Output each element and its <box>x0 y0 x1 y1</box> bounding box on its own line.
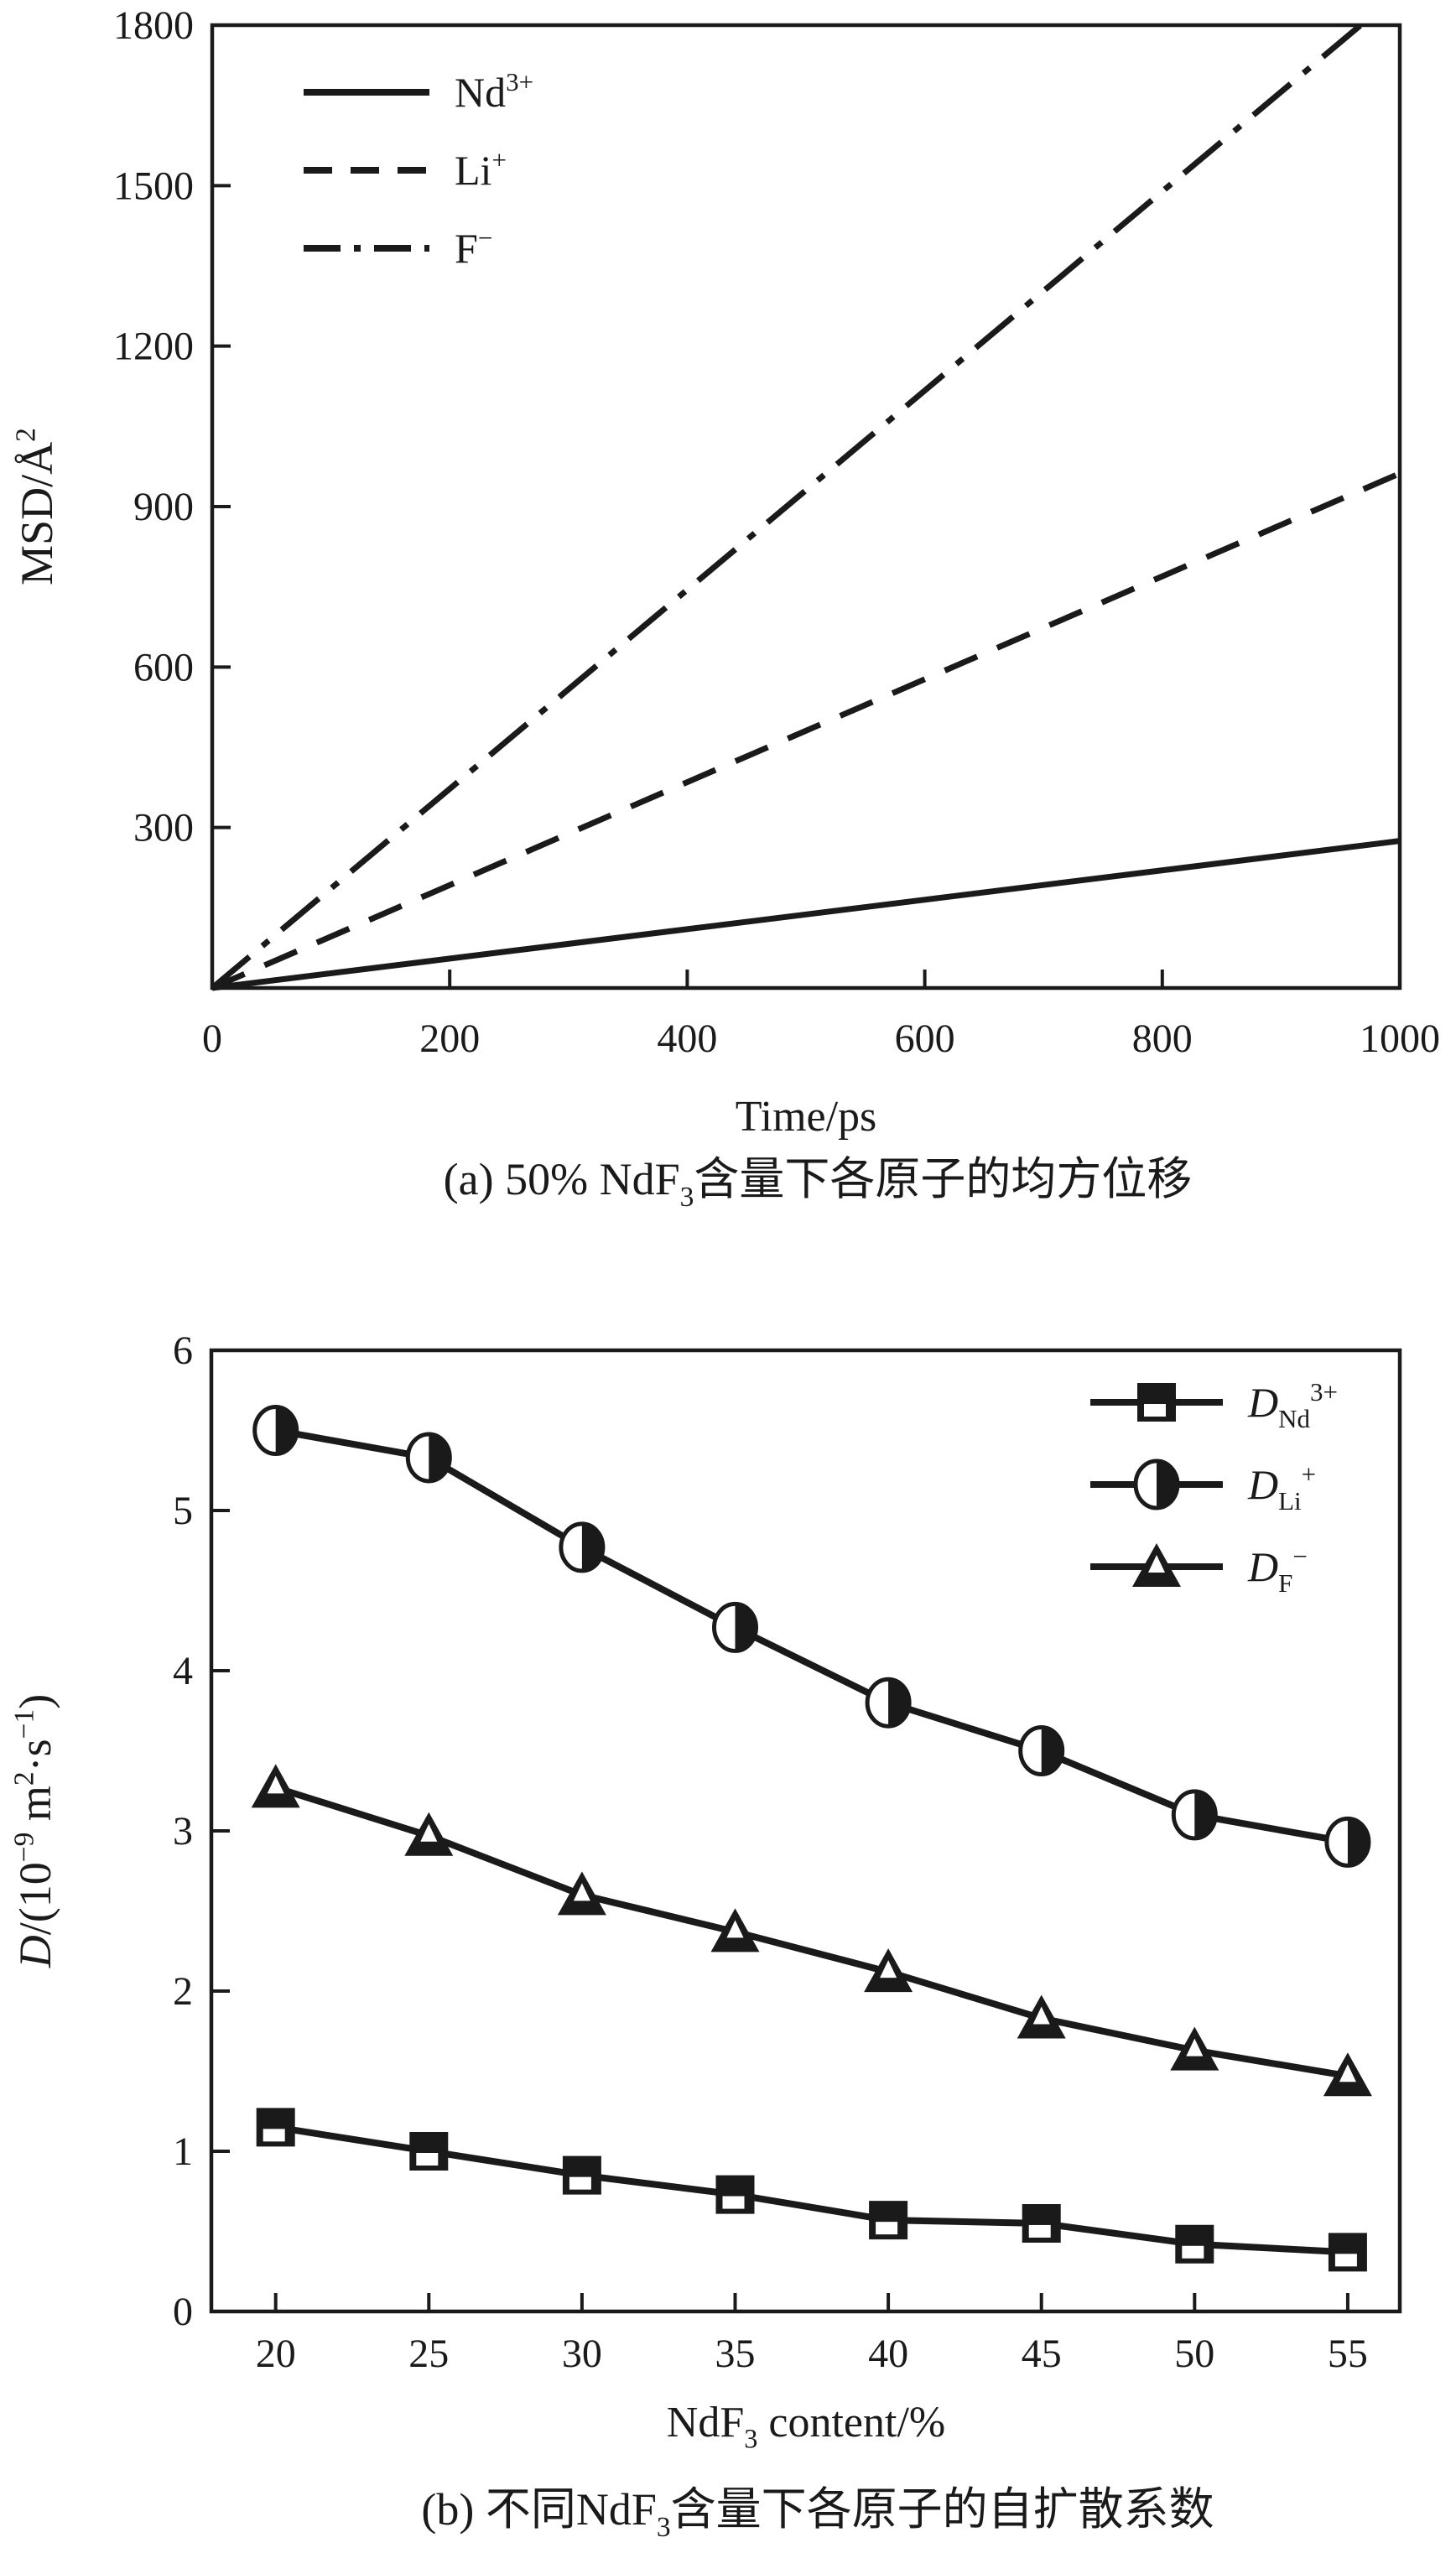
series-b-0-marker <box>1328 2233 1367 2272</box>
x-tick-label: 45 <box>1022 2332 1062 2376</box>
chart-a-frame <box>210 23 1402 991</box>
series-b-1-marker <box>712 1601 759 1653</box>
x-tick-label: 800 <box>1132 1017 1193 1061</box>
chart-b-x-axis-label: NdF3 content/% <box>667 2399 945 2454</box>
chart-b-frame <box>209 1348 1402 2314</box>
chart-a-x-axis-label: Time/ps <box>736 1093 877 1141</box>
series-b-1-marker <box>405 1432 452 1484</box>
y-tick-label: 1800 <box>113 3 194 48</box>
chart-a-y-axis-label: MSD/Å2 <box>10 428 62 585</box>
series-b-1-marker <box>559 1521 606 1573</box>
series-b-2-marker <box>864 1948 913 1993</box>
y-tick-label: 5 <box>173 1489 193 1533</box>
series-b-2-marker <box>1017 1994 1066 2039</box>
series-b-0-line <box>275 2124 1349 2256</box>
chart-b: 20 25 30 35 40 45 50 550123456DNd3+DLi+DF−D/(10… <box>8 1328 1402 2543</box>
series-b-1-marker <box>1018 1725 1065 1776</box>
legend-b-item-1: DLi+ <box>1090 1458 1316 1516</box>
legend-b-label: DNd3+ <box>1247 1377 1338 1433</box>
series-b-0-marker <box>1175 2224 1214 2264</box>
x-tick-label: 0 <box>202 1017 222 1061</box>
legend-b-marker-half-square <box>1137 1383 1176 1422</box>
y-tick-label: 1200 <box>113 325 194 369</box>
legend-b-marker-half-triangle <box>1132 1543 1181 1587</box>
legend-a-item-1: Li+ <box>304 145 507 194</box>
series-b-0-marker <box>562 2155 601 2195</box>
series-b-0-marker <box>409 2132 449 2171</box>
y-tick-label: 2 <box>173 1969 193 2014</box>
legend-b-item-0: DNd3+ <box>1090 1377 1338 1433</box>
series-b-2-marker <box>404 1812 454 1856</box>
x-tick-label: 400 <box>657 1017 717 1061</box>
chart-b-caption: (b) 不同NdF3含量下各原子的自扩散系数 <box>421 2484 1214 2543</box>
series-b-2-marker <box>710 1908 760 1952</box>
series-b-0-marker <box>715 2175 755 2214</box>
chart-a: 0 200 400 600 800 1000 300 600 900 1200 1500 1800 Nd… <box>10 3 1440 1213</box>
legend-b-marker-half-circle <box>1133 1458 1180 1510</box>
y-tick-label: 6 <box>173 1328 193 1373</box>
x-tick-label: 50 <box>1174 2332 1214 2376</box>
series-b-2-marker <box>1323 2052 1372 2097</box>
series-b-2-marker <box>1170 2026 1219 2071</box>
series-b-2-line <box>274 1784 1349 2080</box>
chart-a-caption: (a) 50% NdF3含量下各原子的均方位移 <box>444 1154 1193 1213</box>
legend-a-label: F− <box>455 223 492 272</box>
series-b-1-marker <box>1324 1816 1371 1868</box>
x-tick-label: 40 <box>868 2332 908 2376</box>
y-tick-label: 900 <box>133 485 194 529</box>
x-tick-label: 35 <box>715 2332 756 2376</box>
x-tick-label: 30 <box>562 2332 602 2376</box>
y-tick-label: 600 <box>133 645 194 689</box>
legend-a-label: Li+ <box>455 145 507 194</box>
y-tick-label: 4 <box>173 1649 193 1693</box>
chart-b-y-axis-label: D/(10−9 m2·s−1) <box>8 1694 60 1968</box>
series-b-0-marker <box>256 2108 295 2147</box>
x-tick-label: 25 <box>408 2332 449 2376</box>
y-tick-label: 1 <box>173 2129 193 2174</box>
y-tick-label: 3 <box>173 1809 193 1854</box>
legend-b-item-2: DF− <box>1090 1542 1308 1598</box>
legend-b-label: DF− <box>1247 1542 1308 1598</box>
series-b-1-marker <box>865 1677 912 1729</box>
series-b-1-line <box>274 1427 1349 1846</box>
series-b-2-marker <box>557 1871 606 1916</box>
y-tick-label: 0 <box>173 2290 193 2334</box>
x-tick-label: 1000 <box>1360 1017 1440 1061</box>
series-b-1-marker <box>252 1405 299 1456</box>
series-b-0-marker <box>1022 2203 1061 2243</box>
x-tick-label: 55 <box>1328 2332 1368 2376</box>
x-tick-label: 600 <box>895 1017 955 1061</box>
legend-a-item-0: Nd3+ <box>304 67 533 116</box>
y-tick-label: 300 <box>133 806 194 850</box>
x-tick-label: 200 <box>419 1017 480 1061</box>
legend-a-label: Nd3+ <box>455 67 533 116</box>
series-a-dashdot-line <box>210 23 1363 991</box>
series-a-dashed-line <box>211 471 1401 991</box>
legend-a-item-2: F− <box>304 223 492 272</box>
series-b-0-marker <box>869 2201 908 2240</box>
series-b-1-marker <box>1171 1789 1218 1841</box>
x-tick-label: 20 <box>256 2332 296 2376</box>
y-tick-label: 1500 <box>113 164 194 208</box>
series-a-solid-line <box>211 838 1401 991</box>
series-b-2-marker <box>251 1764 300 1808</box>
legend-b-label: DLi+ <box>1247 1459 1316 1516</box>
